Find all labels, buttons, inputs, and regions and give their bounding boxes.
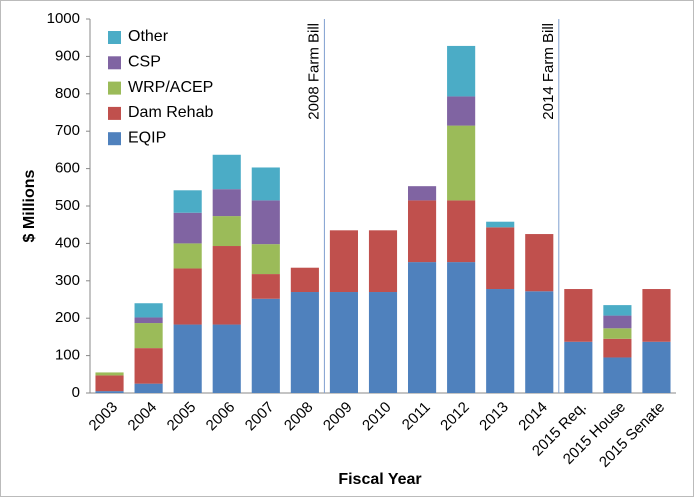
bar-segment <box>173 324 202 393</box>
bar-segment <box>173 212 202 244</box>
y-tick-label: 700 <box>55 122 80 139</box>
bar-segment <box>447 125 476 201</box>
bar-segment <box>251 244 280 275</box>
bar-segment <box>251 167 280 201</box>
y-tick-label: 500 <box>55 197 80 214</box>
legend-swatch <box>108 56 121 70</box>
y-tick-label: 400 <box>55 234 80 251</box>
bar-segment <box>329 292 358 393</box>
bar-segment <box>603 305 632 316</box>
y-tick-label: 0 <box>72 384 80 401</box>
bar-segment <box>173 190 202 213</box>
bar-segment <box>290 292 319 393</box>
bar-segment <box>251 200 280 245</box>
legend-swatch <box>108 31 121 44</box>
bar-segment <box>408 262 437 393</box>
bar-segment <box>525 291 554 393</box>
bar-segment <box>525 234 554 292</box>
bar-segment <box>408 186 437 201</box>
bar-segment <box>447 45 476 97</box>
bar-segment <box>95 372 124 376</box>
bar-segment <box>642 289 671 342</box>
bar-segment <box>212 189 241 217</box>
bar-segment <box>408 200 437 263</box>
y-tick-label: 800 <box>55 85 80 102</box>
bar-segment <box>290 267 319 293</box>
bar-segment <box>212 216 241 247</box>
legend-label: EQIP <box>128 129 166 146</box>
y-tick-label: 300 <box>55 272 80 289</box>
bar-segment <box>173 243 202 269</box>
legend-label: Dam Rehab <box>128 104 213 121</box>
bar-segment <box>642 341 671 393</box>
bar-segment <box>95 391 124 393</box>
bar-segment <box>212 246 241 325</box>
bar-segment <box>95 375 124 392</box>
bar-segment <box>134 317 163 324</box>
bar-segment <box>486 289 515 393</box>
y-tick-label: 900 <box>55 47 80 64</box>
y-tick-label: 1000 <box>47 10 80 27</box>
bar-segment <box>603 357 632 393</box>
annotation-label: 2014 Farm Bill <box>540 23 557 120</box>
bar-segment <box>251 274 280 299</box>
bar-segment <box>447 96 476 126</box>
bar-segment <box>447 200 476 263</box>
y-tick-label: 100 <box>55 347 80 364</box>
bar-segment <box>486 227 515 290</box>
bar-segment <box>329 230 358 293</box>
y-tick-label: 600 <box>55 160 80 177</box>
bar-segment <box>134 348 163 384</box>
x-axis-label: Fiscal Year <box>338 471 421 488</box>
bar-segment <box>134 323 163 349</box>
bar-segment <box>603 338 632 358</box>
legend-swatch <box>108 106 121 120</box>
bar-segment <box>447 262 476 393</box>
bar-segment <box>212 324 241 393</box>
bar-segment <box>368 292 398 393</box>
bar-segment <box>368 230 398 293</box>
bar-segment <box>212 154 241 190</box>
legend-label: WRP/ACEP <box>128 79 213 96</box>
legend-label: Other <box>128 28 169 45</box>
bar-segment <box>603 315 632 329</box>
legend-label: CSP <box>128 54 161 71</box>
bar-segment <box>251 298 280 393</box>
bar-segment <box>564 289 593 342</box>
bar-segment <box>564 341 593 393</box>
annotation-label: 2008 Farm Bill <box>305 23 322 120</box>
y-tick-label: 200 <box>55 309 80 326</box>
legend-swatch <box>108 81 121 95</box>
bar-segment <box>486 221 515 228</box>
bar-segment <box>603 328 632 339</box>
bar-segment <box>134 383 163 393</box>
legend-swatch <box>108 132 121 146</box>
y-axis-label: $ Millions <box>21 169 38 242</box>
bar-segment <box>173 268 202 325</box>
bar-segment <box>134 303 163 318</box>
